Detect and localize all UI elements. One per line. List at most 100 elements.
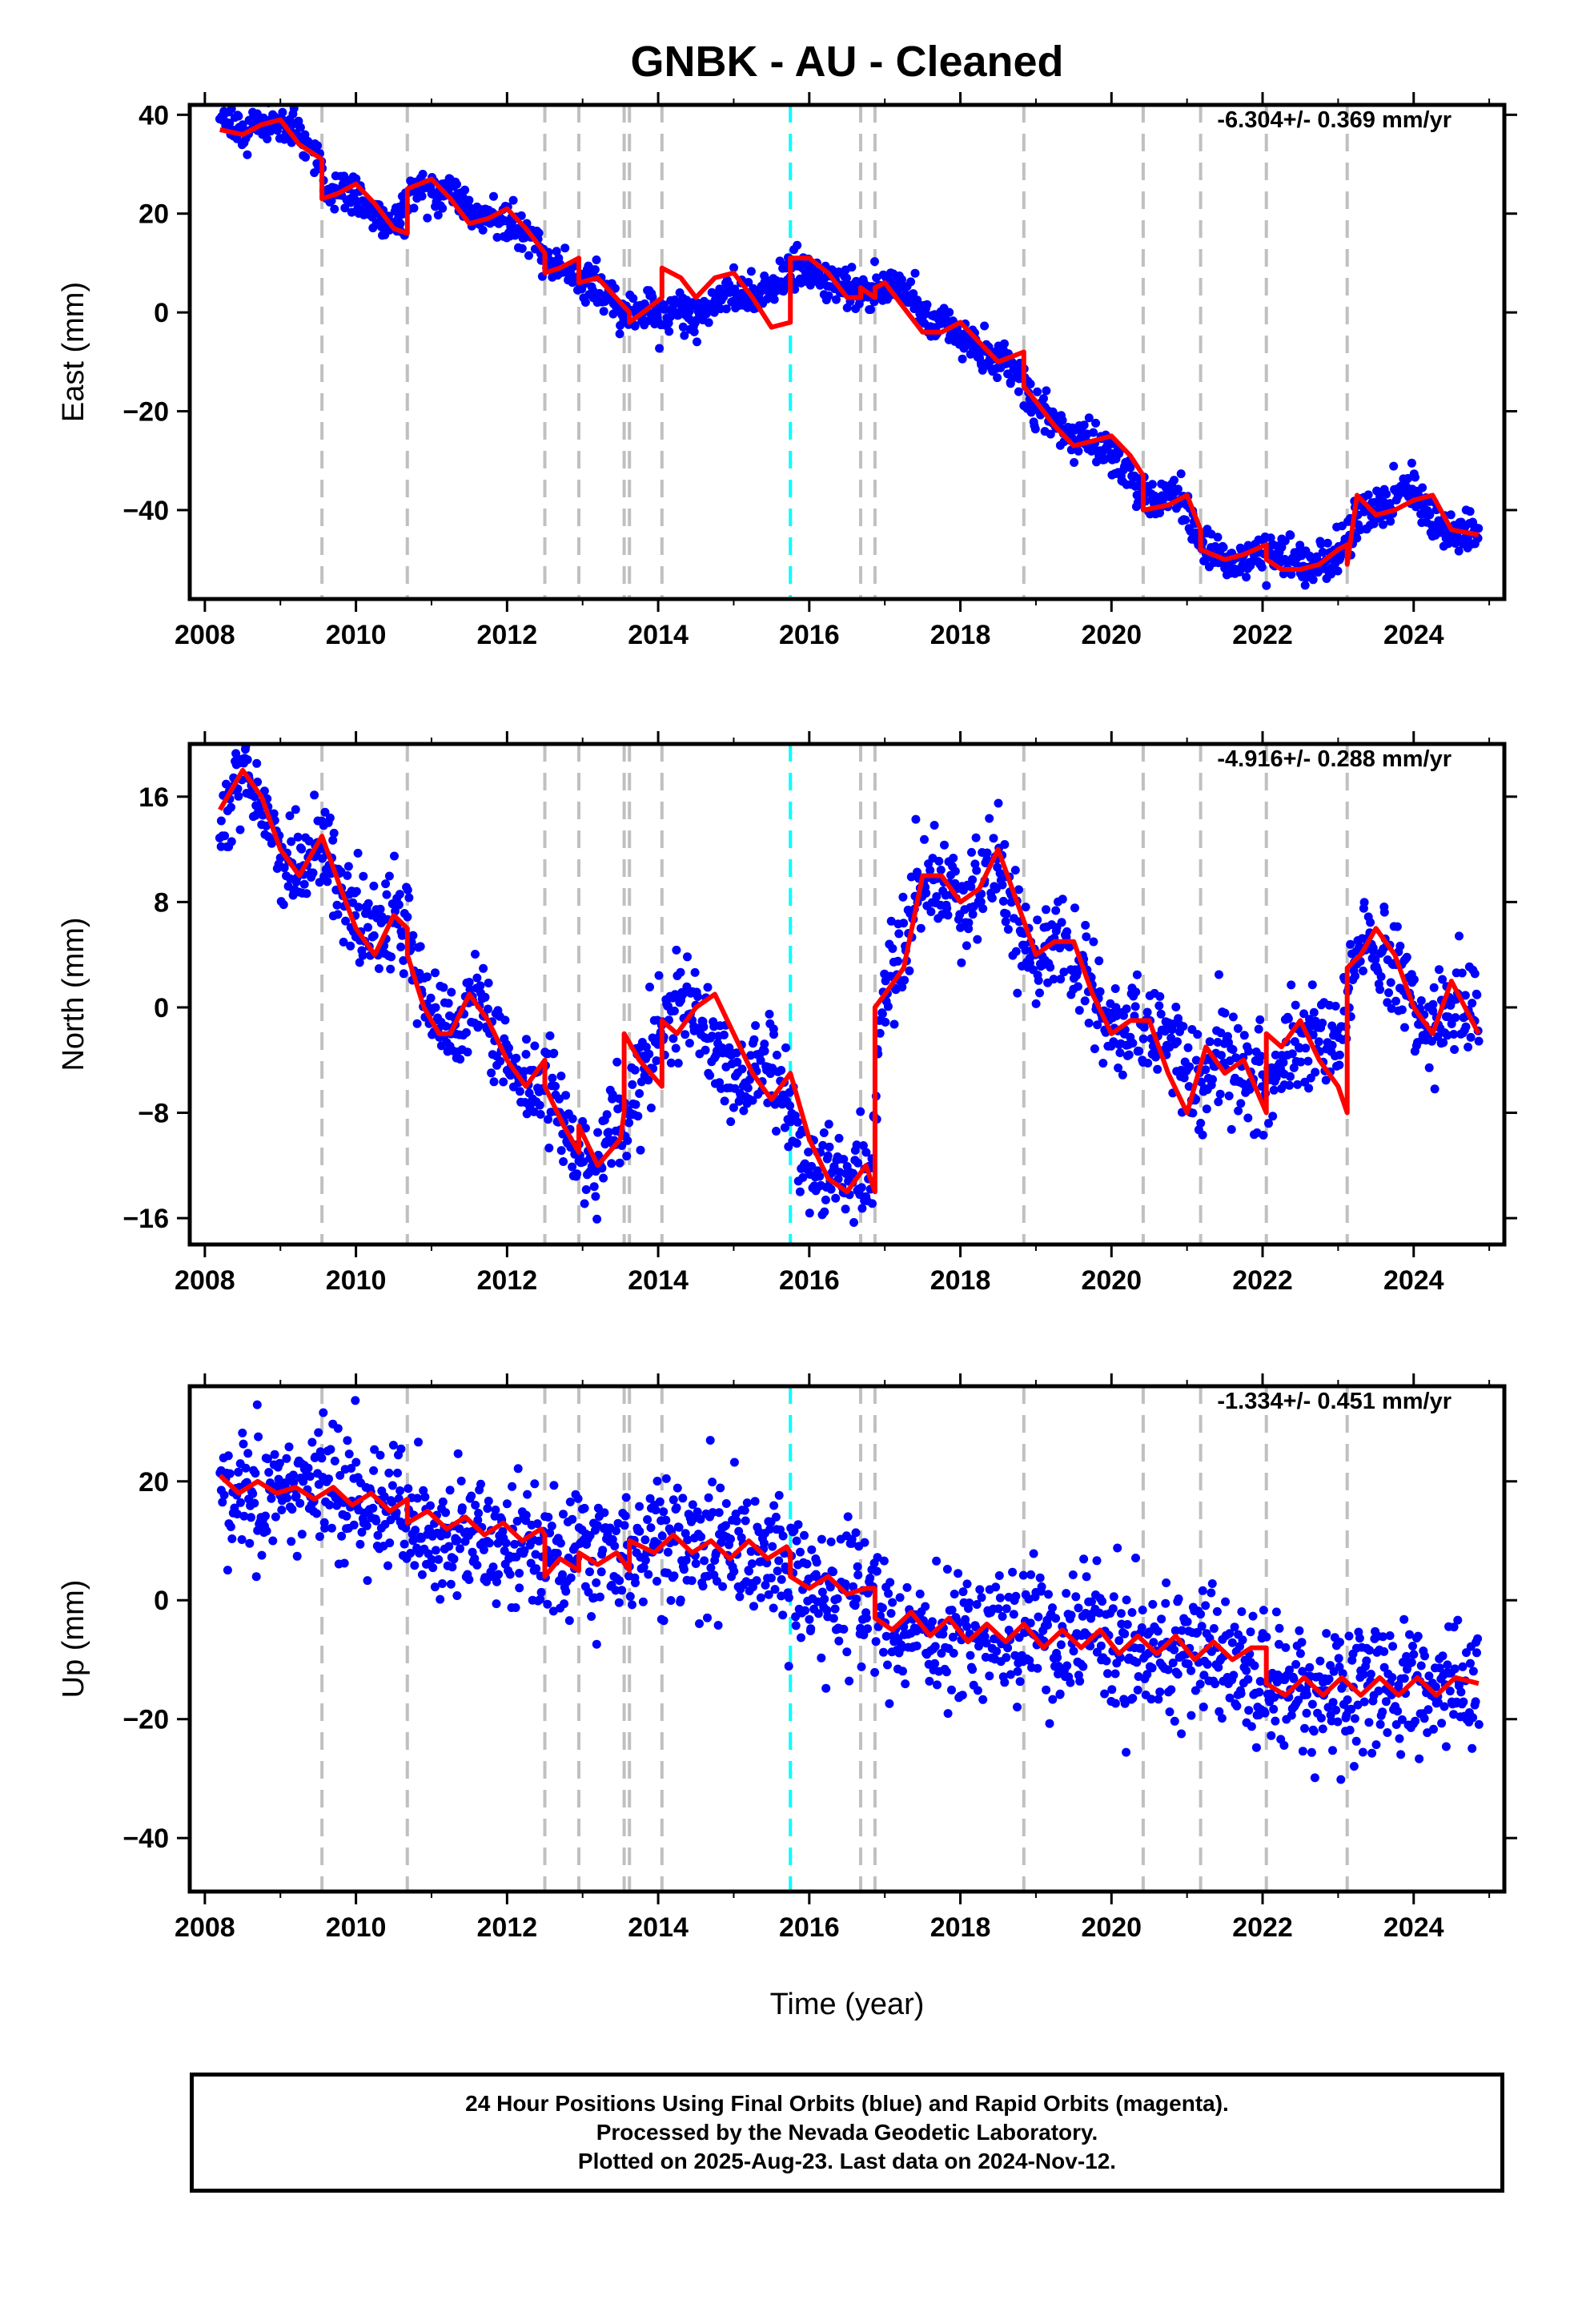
data-point bbox=[444, 999, 453, 1008]
data-point bbox=[899, 1622, 909, 1631]
data-point bbox=[598, 1546, 608, 1555]
data-point bbox=[968, 1665, 978, 1675]
data-point bbox=[1399, 1614, 1409, 1624]
data-point bbox=[1163, 1665, 1173, 1675]
data-point bbox=[1202, 1104, 1211, 1114]
data-point bbox=[1035, 1573, 1045, 1582]
data-point bbox=[508, 1482, 517, 1491]
data-point bbox=[797, 1633, 805, 1642]
x-tick-label: 2016 bbox=[779, 1265, 840, 1296]
data-point bbox=[1003, 925, 1013, 934]
data-point bbox=[1435, 1663, 1444, 1673]
data-point bbox=[310, 790, 319, 800]
east-y-axis-label: East (mm) bbox=[57, 282, 90, 422]
data-point bbox=[1120, 1699, 1130, 1708]
data-point bbox=[1183, 1043, 1193, 1052]
data-point bbox=[1438, 975, 1447, 984]
data-point bbox=[1095, 987, 1105, 996]
data-point bbox=[259, 786, 269, 796]
x-tick-label: 2010 bbox=[326, 1265, 387, 1296]
data-point bbox=[303, 1463, 313, 1473]
data-point bbox=[370, 1445, 379, 1454]
data-point bbox=[1103, 1669, 1112, 1679]
data-point bbox=[666, 1058, 676, 1068]
data-point bbox=[1431, 1682, 1440, 1691]
data-point bbox=[726, 1534, 735, 1544]
data-point bbox=[897, 275, 906, 284]
data-point bbox=[412, 1494, 422, 1503]
data-point bbox=[400, 1539, 409, 1549]
data-point bbox=[965, 1598, 974, 1607]
data-point bbox=[463, 1047, 472, 1057]
data-point bbox=[784, 1593, 793, 1602]
data-point bbox=[396, 1444, 406, 1454]
data-point bbox=[1178, 1022, 1188, 1031]
data-point bbox=[1242, 573, 1251, 582]
data-point bbox=[1143, 1059, 1153, 1068]
data-point bbox=[1362, 1656, 1371, 1666]
data-point bbox=[227, 1534, 237, 1543]
data-point bbox=[806, 1624, 816, 1634]
data-point bbox=[962, 941, 971, 951]
data-point bbox=[820, 1594, 829, 1604]
data-point bbox=[1259, 1131, 1268, 1140]
data-point bbox=[800, 1530, 809, 1540]
data-point bbox=[287, 1505, 297, 1514]
data-point bbox=[671, 1043, 681, 1053]
data-point bbox=[739, 1106, 749, 1116]
data-point bbox=[801, 1606, 810, 1615]
data-point bbox=[1196, 1119, 1206, 1128]
data-point bbox=[476, 981, 485, 991]
data-point bbox=[501, 1538, 511, 1548]
data-point bbox=[1120, 1629, 1130, 1638]
data-point bbox=[1162, 1578, 1171, 1587]
data-point bbox=[994, 1571, 1004, 1580]
data-point bbox=[1166, 1685, 1176, 1695]
data-point bbox=[418, 170, 428, 179]
data-point bbox=[1322, 1629, 1331, 1638]
data-point bbox=[239, 1511, 249, 1521]
data-point bbox=[805, 1614, 814, 1624]
data-point bbox=[669, 1571, 679, 1581]
data-point bbox=[1013, 1667, 1022, 1676]
data-point bbox=[1173, 1037, 1182, 1047]
data-point bbox=[351, 1396, 360, 1405]
data-point bbox=[994, 798, 1003, 808]
data-point bbox=[1153, 1064, 1162, 1074]
data-point bbox=[449, 1554, 459, 1564]
data-point bbox=[330, 1456, 339, 1466]
data-point bbox=[493, 1538, 503, 1548]
footer-line-2: Processed by the Nevada Geodetic Laborat… bbox=[596, 2120, 1098, 2145]
data-point bbox=[817, 1587, 827, 1597]
data-point bbox=[729, 1458, 739, 1467]
data-point bbox=[877, 1603, 887, 1613]
data-point bbox=[522, 1109, 532, 1119]
data-point bbox=[1379, 520, 1387, 529]
data-point bbox=[961, 1614, 970, 1624]
data-point bbox=[906, 872, 916, 882]
data-point bbox=[328, 835, 338, 845]
data-point bbox=[861, 1148, 871, 1157]
data-point bbox=[1070, 458, 1079, 467]
data-point bbox=[760, 1039, 769, 1049]
data-point bbox=[1138, 1606, 1147, 1614]
data-point bbox=[592, 1578, 601, 1587]
data-point bbox=[945, 308, 954, 317]
data-point bbox=[1132, 970, 1142, 979]
data-point bbox=[396, 1486, 405, 1495]
data-point bbox=[982, 1638, 991, 1648]
data-point bbox=[460, 185, 470, 195]
data-point bbox=[1053, 1653, 1062, 1663]
data-point bbox=[536, 1594, 545, 1604]
data-point bbox=[1212, 1606, 1222, 1616]
data-point bbox=[496, 1056, 505, 1066]
data-point bbox=[1128, 1039, 1138, 1048]
data-point bbox=[347, 207, 356, 217]
data-point bbox=[499, 1077, 508, 1087]
data-point bbox=[608, 1090, 617, 1100]
data-point bbox=[1374, 1687, 1383, 1695]
data-point bbox=[818, 1140, 828, 1150]
data-point bbox=[1462, 1648, 1471, 1658]
data-point bbox=[1080, 996, 1090, 1006]
data-point bbox=[898, 1667, 907, 1676]
